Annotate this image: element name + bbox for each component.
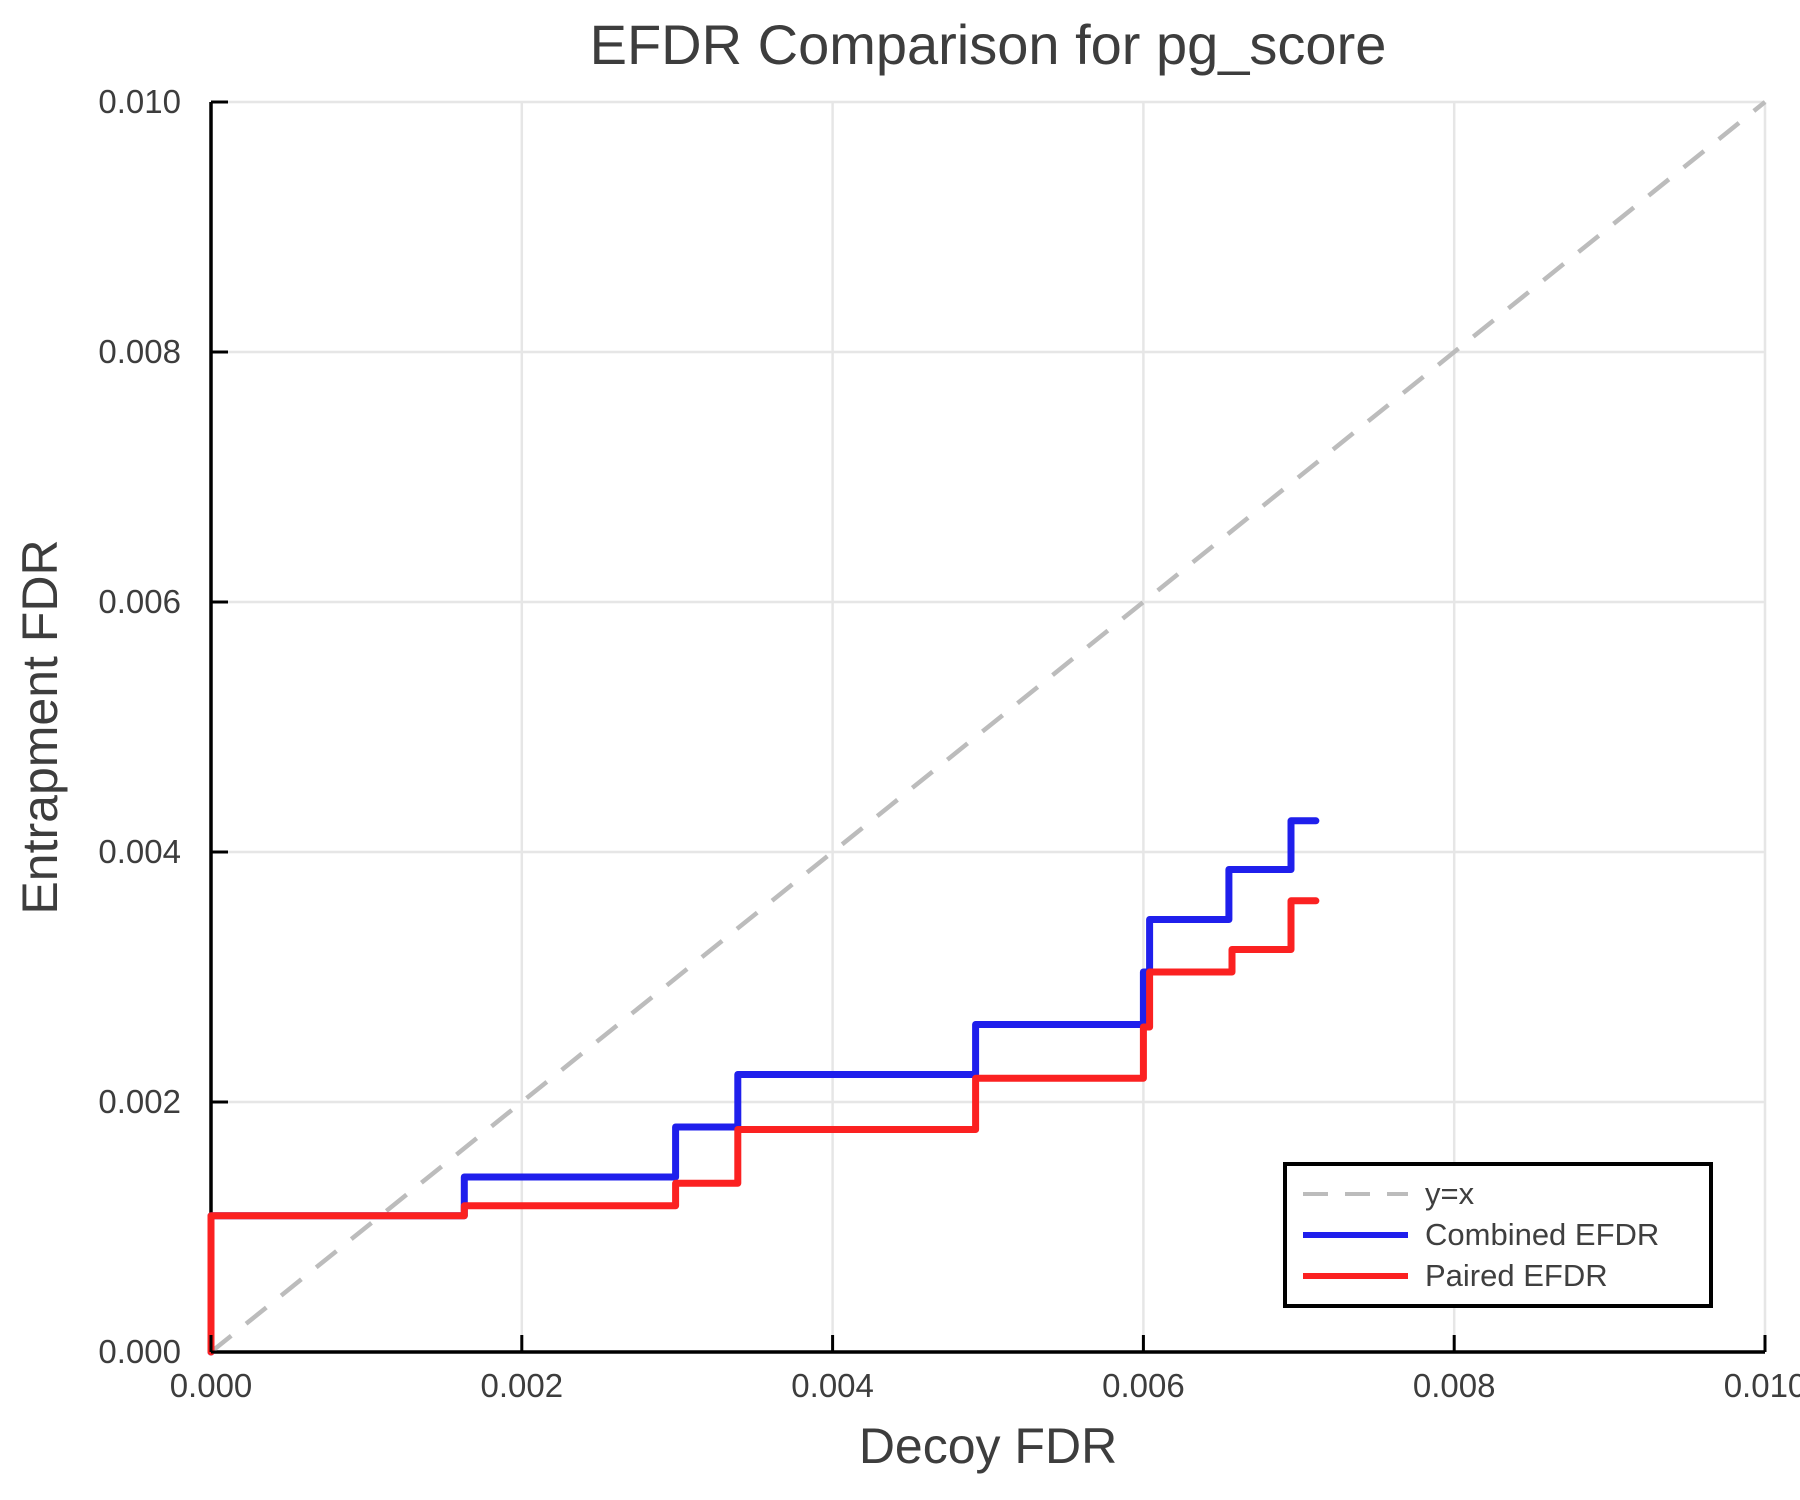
x-tick-label: 0.004 [791,1367,874,1404]
x-tick-label: 0.010 [1724,1367,1800,1404]
legend-entry-yx: y=x [1303,1175,1709,1213]
x-axis-title: Decoy FDR [859,1418,1117,1474]
x-tick-label: 0.008 [1413,1367,1496,1404]
legend: y=x Combined EFDR Paired EFDR [1283,1162,1713,1308]
y-axis-title: Entrapment FDR [12,539,68,914]
y-tick-label: 0.004 [98,833,181,870]
series-line-paired-efdr [207,897,1320,1356]
y-tick-label: 0.010 [98,83,181,120]
series-line-combined-efdr [207,817,1320,1356]
legend-paired-efdr-line-swatch [1303,1273,1408,1279]
x-tick-label: 0.002 [481,1367,564,1404]
legend-label-paired-efdr: Paired EFDR [1425,1258,1608,1293]
y-tick-label: 0.002 [98,1083,181,1120]
x-tick-label: 0.006 [1102,1367,1185,1404]
x-tick-label: 0.000 [170,1367,253,1404]
legend-yx-line-swatch [1303,1192,1408,1196]
y-tick-label: 0.006 [98,583,181,620]
plot-title: EFDR Comparison for pg_score [590,13,1387,76]
legend-label-yx: y=x [1425,1176,1475,1211]
identity-line [209,100,1767,1354]
legend-entry-paired-efdr: Paired EFDR [1303,1257,1709,1295]
y-tick-label: 0.008 [98,333,181,370]
legend-combined-efdr-line-swatch [1303,1232,1408,1238]
y-tick-label: 0.000 [98,1333,181,1370]
legend-label-combined-efdr: Combined EFDR [1425,1217,1660,1252]
legend-entry-combined-efdr: Combined EFDR [1303,1216,1709,1254]
